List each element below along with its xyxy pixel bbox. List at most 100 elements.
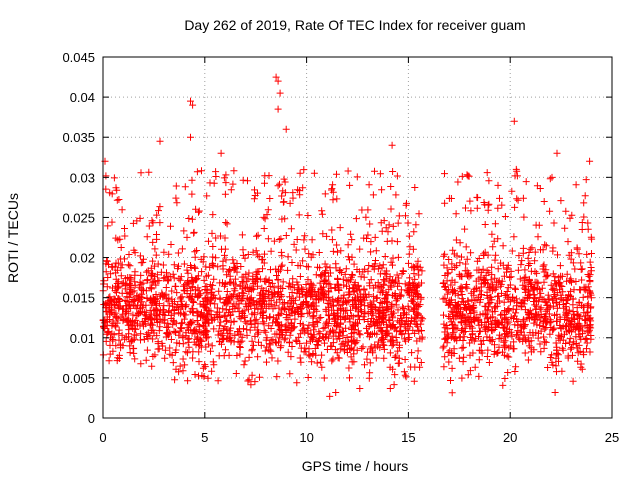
data-point: [305, 250, 313, 258]
data-point: [245, 376, 253, 384]
data-point: [455, 354, 463, 362]
data-point: [458, 298, 466, 306]
data-point: [393, 238, 401, 246]
data-point: [447, 377, 454, 384]
data-point: [345, 278, 353, 286]
data-point: [494, 265, 502, 273]
data-point: [170, 306, 178, 314]
data-point: [121, 225, 128, 232]
data-point: [317, 314, 325, 321]
data-point: [549, 325, 557, 333]
data-point: [122, 307, 130, 315]
data-point: [448, 320, 456, 328]
data-point: [587, 335, 595, 343]
data-point: [181, 361, 189, 369]
data-point: [156, 315, 164, 323]
data-point: [176, 362, 184, 370]
data-point: [223, 326, 231, 334]
data-point: [312, 351, 320, 359]
data-point: [264, 206, 272, 214]
data-point: [337, 320, 344, 328]
data-point: [389, 254, 397, 262]
data-point: [414, 347, 422, 355]
data-point: [557, 294, 565, 302]
data-point: [583, 339, 591, 347]
data-point: [335, 284, 343, 292]
data-point: [270, 290, 278, 298]
data-point: [573, 244, 581, 252]
data-point: [503, 288, 511, 295]
data-point: [579, 293, 587, 301]
data-point: [187, 133, 194, 141]
data-point: [137, 169, 145, 177]
data-point: [100, 324, 108, 332]
data-point: [367, 303, 375, 311]
data-point: [244, 377, 252, 385]
data-point: [276, 344, 284, 352]
data-point: [145, 313, 153, 321]
data-point: [513, 305, 521, 313]
data-point: [397, 314, 405, 322]
data-point: [185, 215, 193, 222]
data-point: [307, 253, 315, 261]
data-point: [139, 258, 147, 266]
data-point: [201, 327, 209, 335]
data-point: [309, 283, 317, 291]
data-point: [521, 349, 529, 357]
data-point: [147, 284, 155, 292]
data-point: [329, 355, 337, 363]
y-tick-label: 0.01: [70, 331, 95, 346]
data-point: [209, 262, 217, 270]
data-point: [451, 287, 459, 295]
data-point: [104, 274, 112, 281]
data-point: [193, 247, 201, 254]
data-point: [568, 211, 576, 219]
data-point: [283, 311, 291, 318]
data-point: [329, 326, 337, 334]
data-points: [99, 73, 596, 400]
data-point: [502, 292, 510, 299]
data-point: [332, 322, 340, 329]
data-point: [114, 284, 122, 292]
data-point: [370, 317, 378, 325]
data-point: [415, 271, 423, 279]
data-point: [239, 279, 247, 287]
data-point: [232, 265, 240, 273]
data-point: [223, 220, 231, 228]
data-point: [366, 299, 374, 307]
data-point: [275, 338, 282, 346]
data-point: [222, 346, 229, 354]
data-point: [262, 287, 270, 295]
x-tick-label: 0: [99, 430, 106, 445]
data-point: [516, 336, 524, 344]
data-point: [501, 213, 509, 220]
data-point: [483, 288, 491, 296]
data-point: [588, 250, 595, 257]
data-point: [280, 336, 288, 344]
data-point: [439, 280, 447, 287]
data-point: [487, 320, 495, 328]
data-point: [451, 278, 459, 286]
data-point: [410, 318, 418, 326]
data-point: [198, 167, 205, 175]
data-point: [522, 282, 530, 290]
data-point: [169, 302, 177, 310]
data-point: [137, 271, 145, 279]
data-point: [488, 230, 496, 238]
data-point: [485, 359, 493, 366]
data-point: [455, 270, 463, 278]
y-tick-label: 0.045: [62, 50, 95, 65]
data-point: [194, 335, 202, 343]
data-point: [480, 199, 488, 206]
data-point: [387, 282, 395, 290]
data-point: [344, 241, 352, 249]
data-point: [502, 333, 510, 341]
data-point: [490, 350, 498, 358]
data-point: [323, 318, 331, 326]
data-point: [149, 269, 157, 277]
data-point: [251, 192, 259, 199]
data-point: [274, 105, 282, 113]
data-point: [318, 210, 326, 218]
data-point: [286, 370, 294, 378]
data-point: [486, 337, 494, 345]
